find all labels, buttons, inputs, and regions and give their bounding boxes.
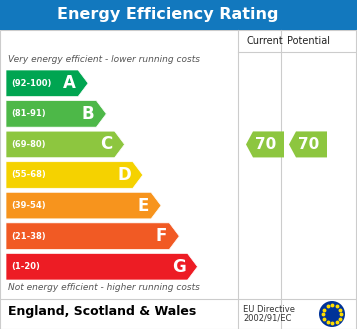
Text: (39-54): (39-54) [11, 201, 46, 210]
Polygon shape [6, 192, 161, 219]
Polygon shape [6, 101, 106, 127]
Text: E: E [138, 196, 149, 215]
Text: 70: 70 [255, 137, 277, 152]
Text: (1-20): (1-20) [11, 262, 40, 271]
Text: Energy Efficiency Rating: Energy Efficiency Rating [57, 8, 278, 22]
Polygon shape [6, 131, 125, 158]
Bar [0, 0, 357, 30]
Text: (21-38): (21-38) [11, 232, 46, 240]
Polygon shape [289, 131, 327, 158]
Text: F: F [156, 227, 167, 245]
Text: (81-91): (81-91) [11, 109, 46, 118]
Text: 2002/91/EC: 2002/91/EC [243, 314, 291, 322]
Text: England, Scotland & Wales: England, Scotland & Wales [8, 306, 196, 318]
Polygon shape [6, 70, 88, 97]
Text: 70: 70 [298, 137, 320, 152]
Text: C: C [100, 136, 112, 153]
Text: (92-100): (92-100) [11, 79, 51, 88]
Text: (69-80): (69-80) [11, 140, 45, 149]
Text: EU Directive: EU Directive [243, 306, 295, 315]
Text: B: B [82, 105, 94, 123]
Text: Current: Current [247, 36, 283, 46]
Polygon shape [6, 223, 179, 249]
Text: G: G [172, 258, 186, 276]
Polygon shape [246, 131, 284, 158]
Circle shape [319, 301, 345, 327]
Text: Very energy efficient - lower running costs: Very energy efficient - lower running co… [8, 55, 200, 64]
Text: D: D [117, 166, 131, 184]
Polygon shape [6, 162, 143, 188]
Text: (55-68): (55-68) [11, 170, 46, 180]
Text: Not energy efficient - higher running costs: Not energy efficient - higher running co… [8, 283, 200, 292]
Text: A: A [63, 74, 76, 92]
Text: Potential: Potential [287, 36, 330, 46]
Polygon shape [6, 253, 197, 280]
